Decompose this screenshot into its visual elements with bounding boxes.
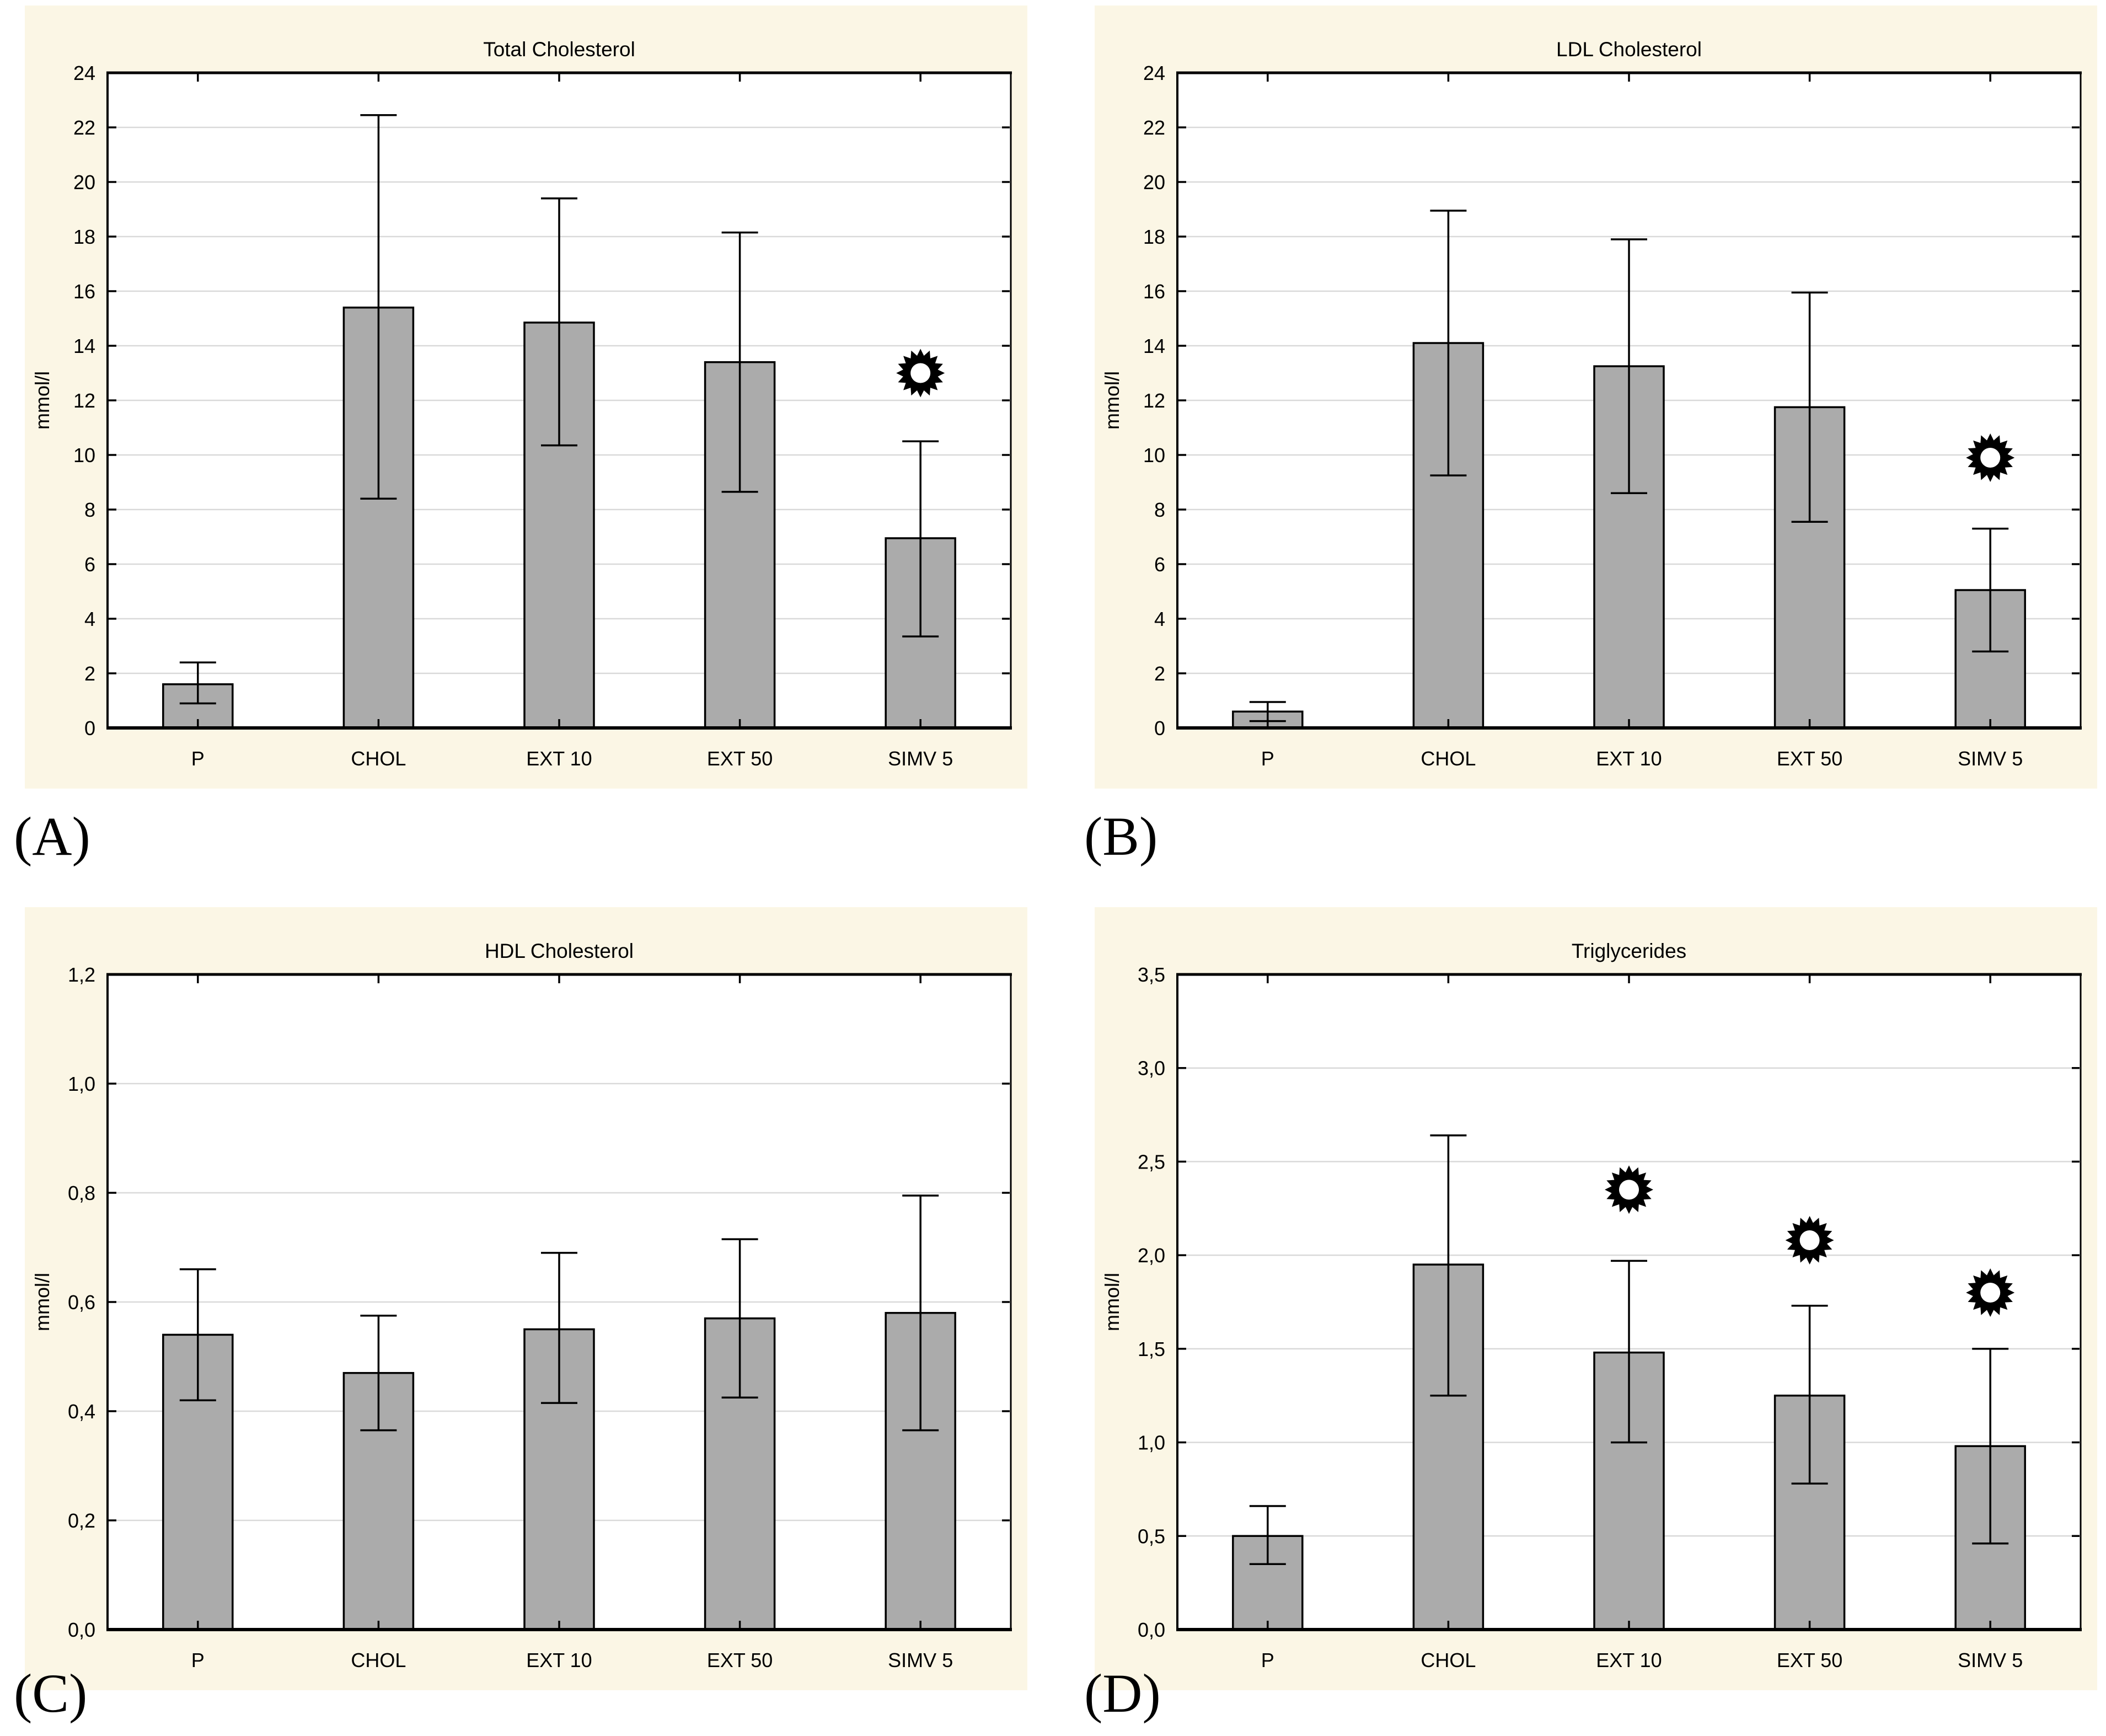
starburst-center-hole: [1980, 447, 2001, 468]
y-tick-label: 6: [1154, 553, 1165, 576]
y-tick-label: 2,0: [1138, 1244, 1165, 1267]
y-tick-label: 18: [1143, 226, 1165, 248]
y-tick-label: 12: [73, 389, 95, 412]
starburst-center-hole: [1619, 1180, 1639, 1200]
y-tick-label: 0,4: [68, 1400, 95, 1423]
y-tick-label: 0,6: [68, 1291, 95, 1314]
y-tick-label: 1,2: [68, 963, 95, 986]
x-category-label: EXT 50: [1777, 1649, 1842, 1671]
x-category-label: EXT 10: [1596, 747, 1662, 770]
y-tick-label: 2,5: [1138, 1150, 1165, 1173]
x-category-label: P: [1261, 747, 1274, 770]
y-tick-label: 24: [73, 62, 95, 84]
x-category-label: EXT 10: [526, 747, 592, 770]
y-tick-label: 14: [73, 335, 95, 357]
panel-label-a: (A): [14, 806, 90, 867]
x-category-label: EXT 50: [707, 1649, 773, 1671]
starburst-center-hole: [910, 363, 931, 383]
x-category-label: EXT 10: [1596, 1649, 1662, 1671]
y-tick-label: 3,5: [1138, 963, 1165, 986]
x-category-label: EXT 10: [526, 1649, 592, 1671]
y-axis-label: mmol/l: [31, 1273, 53, 1331]
starburst-center-hole: [1799, 1230, 1820, 1250]
y-tick-label: 2: [84, 662, 95, 685]
y-tick-label: 24: [1143, 62, 1165, 84]
chart-title: HDL Cholesterol: [485, 940, 634, 962]
y-tick-label: 14: [1143, 335, 1165, 357]
y-tick-label: 20: [73, 171, 95, 194]
x-category-label: P: [1261, 1649, 1274, 1671]
starburst-center-hole: [1980, 1283, 2001, 1303]
y-tick-label: 3,0: [1138, 1057, 1165, 1080]
x-category-label: SIMV 5: [888, 747, 953, 770]
y-tick-label: 6: [84, 553, 95, 576]
y-axis-label: mmol/l: [31, 371, 53, 430]
y-tick-label: 18: [73, 226, 95, 248]
y-tick-label: 0: [84, 717, 95, 740]
y-tick-label: 16: [1143, 280, 1165, 303]
x-category-label: CHOL: [1421, 747, 1476, 770]
y-tick-label: 0,2: [68, 1509, 95, 1532]
panel-label-d: (D): [1084, 1663, 1161, 1724]
chart-title: Total Cholesterol: [483, 38, 635, 61]
hdl-cholesterol-chart: 0,0 0,2 0,4 0,6 0,8 1,0 1,2 P CHOL EXT 10 EXT 50 SI…: [31, 940, 1012, 1671]
y-tick-label: 4: [1154, 608, 1165, 630]
y-tick-label: 22: [73, 116, 95, 139]
x-category-label: P: [191, 1649, 205, 1671]
x-category-label: EXT 50: [707, 747, 773, 770]
chart-title: Triglycerides: [1572, 940, 1686, 962]
x-category-label: P: [191, 747, 205, 770]
y-tick-label: 22: [1143, 116, 1165, 139]
x-category-label: CHOL: [351, 747, 406, 770]
panel-triglycerides: 0,0 0,5 1,0 1,5 2,0 2,5 3,0 3,5 P CHOL EXT 10 EXT 5…: [1095, 907, 2097, 1690]
y-tick-label: 20: [1143, 171, 1165, 194]
y-tick-label: 0,0: [1138, 1619, 1165, 1641]
y-tick-label: 8: [84, 499, 95, 521]
y-tick-label: 1,5: [1138, 1338, 1165, 1360]
y-tick-label: 10: [1143, 444, 1165, 467]
panel-ldl-cholesterol: 0 2 4 6 8 10 12 14 16 18 20 22 24 P CHOL EXT 10 EXT 50 SI…: [1095, 6, 2097, 789]
x-category-label: SIMV 5: [1958, 1649, 2023, 1671]
y-tick-label: 0: [1154, 717, 1165, 740]
y-tick-label: 8: [1154, 499, 1165, 521]
y-axis-label: mmol/l: [1101, 1273, 1123, 1331]
y-tick-label: 16: [73, 280, 95, 303]
y-axis-label: mmol/l: [1101, 371, 1123, 430]
y-tick-label: 0,5: [1138, 1525, 1165, 1547]
y-tick-label: 1,0: [68, 1073, 95, 1095]
y-tick-label: 2: [1154, 662, 1165, 685]
x-category-label: EXT 50: [1777, 747, 1842, 770]
panel-total-cholesterol: 0 2 4 6 8 10 12 14 16 18 20 22 24 P CHOL EXT 10 EXT 50 SI…: [25, 6, 1027, 789]
y-tick-label: 10: [73, 444, 95, 467]
y-tick-label: 0,8: [68, 1182, 95, 1204]
y-tick-label: 4: [84, 608, 95, 630]
panel-label-c: (C): [14, 1663, 88, 1724]
chart-title: LDL Cholesterol: [1556, 38, 1702, 61]
x-category-label: CHOL: [1421, 1649, 1476, 1671]
x-category-label: SIMV 5: [1958, 747, 2023, 770]
panel-hdl-cholesterol: 0,0 0,2 0,4 0,6 0,8 1,0 1,2 P CHOL EXT 10 EXT 50 SI…: [25, 907, 1027, 1690]
y-tick-label: 0,0: [68, 1619, 95, 1641]
x-category-label: SIMV 5: [888, 1649, 953, 1671]
y-tick-label: 12: [1143, 389, 1165, 412]
triglycerides-chart: 0,0 0,5 1,0 1,5 2,0 2,5 3,0 3,5 P CHOL EXT 10 EXT 5…: [1101, 940, 2082, 1671]
x-category-label: CHOL: [351, 1649, 406, 1671]
y-tick-label: 1,0: [1138, 1432, 1165, 1454]
panel-label-b: (B): [1084, 806, 1158, 867]
